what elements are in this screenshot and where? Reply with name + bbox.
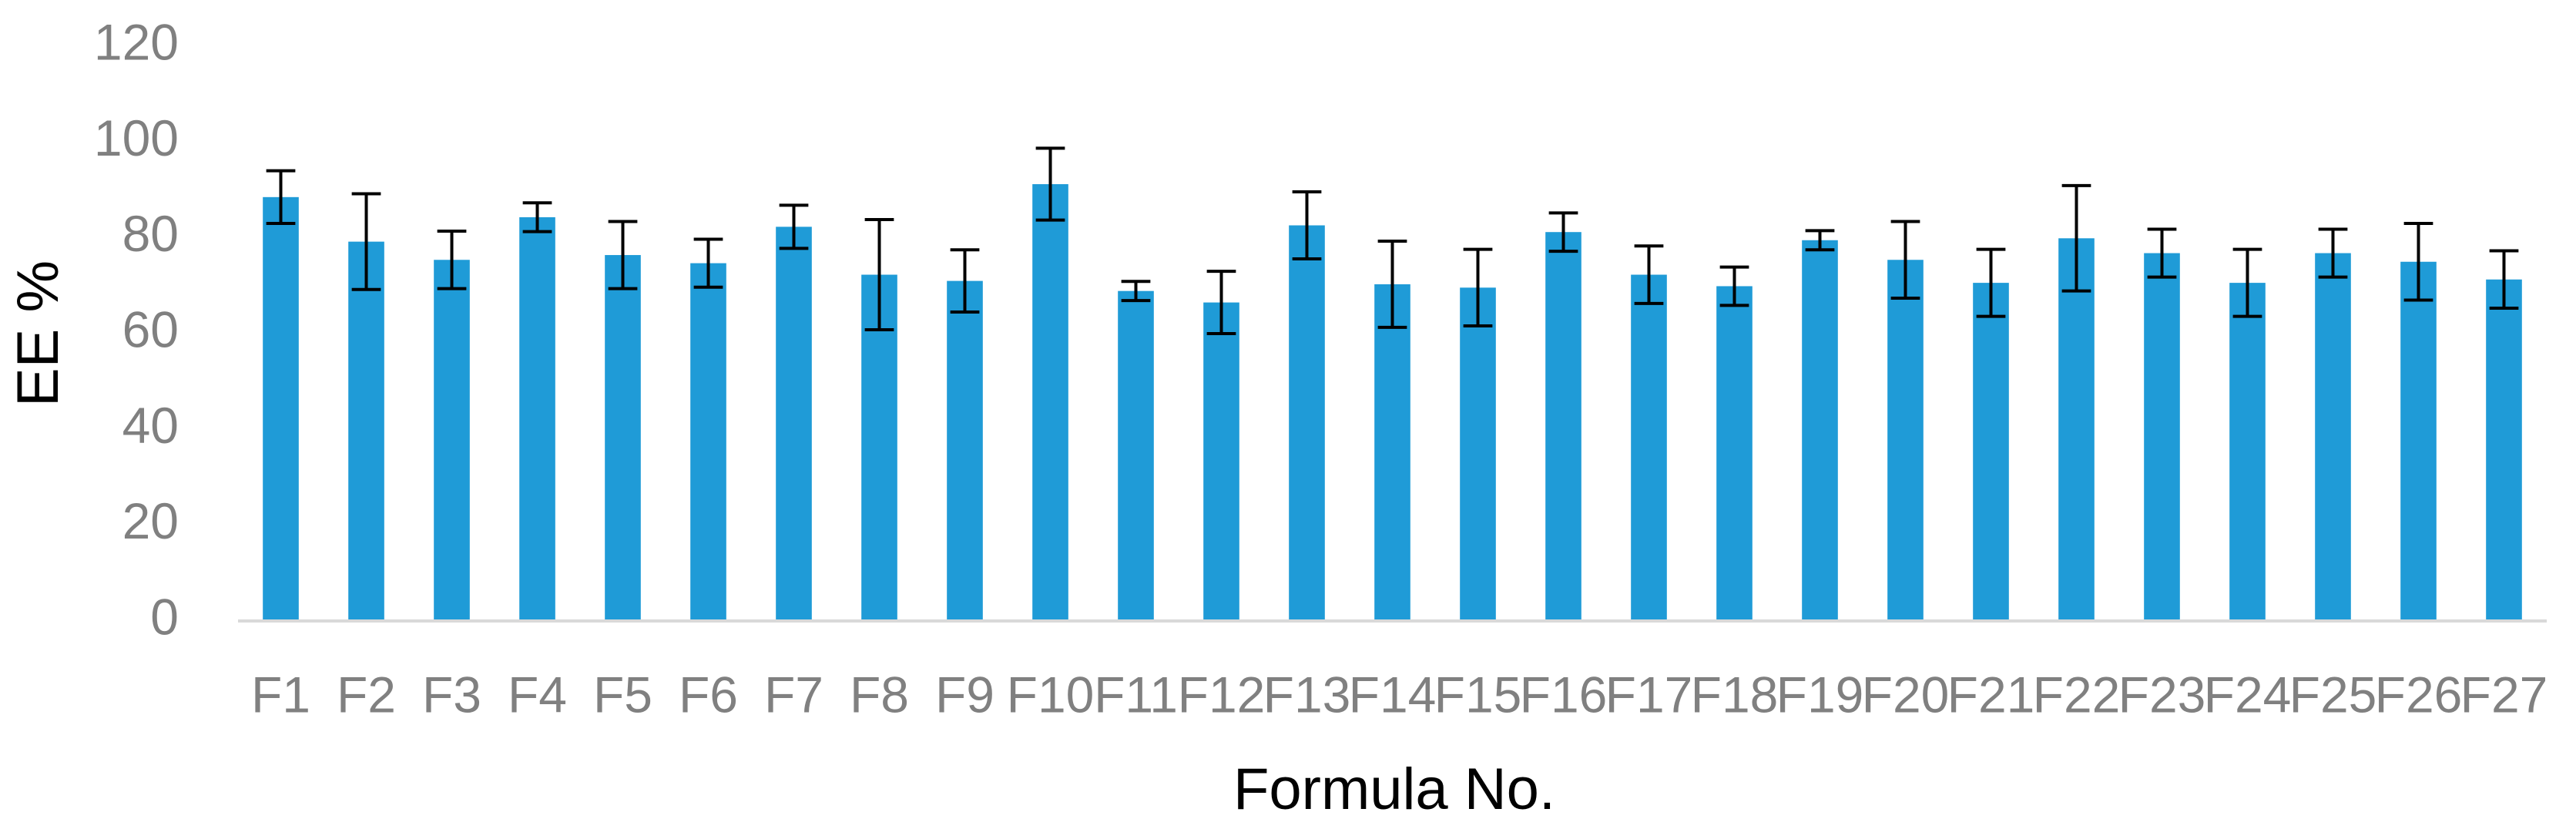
x-tick-label: F9 — [935, 666, 995, 723]
error-bar — [1548, 211, 1578, 253]
error-bar — [2489, 249, 2519, 310]
bar — [947, 280, 983, 621]
error-bar — [1634, 244, 1664, 305]
x-tick-label: F26 — [2375, 666, 2463, 723]
x-tick-label: F3 — [422, 666, 481, 723]
x-tick-label: F15 — [1434, 666, 1522, 723]
bar — [1631, 274, 1667, 621]
y-tick-label: 100 — [94, 109, 179, 166]
bar — [348, 241, 384, 621]
y-tick-label: 40 — [122, 397, 179, 454]
x-tick-label: F5 — [593, 666, 652, 723]
bar — [776, 227, 812, 621]
x-tick-label: F7 — [764, 666, 823, 723]
bar — [2144, 253, 2180, 621]
bar — [2229, 283, 2266, 621]
error-bar — [1890, 220, 1920, 300]
y-tick-label: 20 — [122, 492, 179, 549]
x-tick-label: F12 — [1178, 666, 1266, 723]
error-bar — [1377, 240, 1407, 329]
x-tick-label: F18 — [1691, 666, 1779, 723]
error-bar — [2147, 227, 2177, 279]
bar — [1203, 302, 1239, 621]
x-tick-label: F24 — [2204, 666, 2292, 723]
y-tick-label: 80 — [122, 205, 179, 262]
x-axis-title: Formula No. — [1233, 757, 1555, 822]
error-bar — [779, 203, 809, 250]
bar — [690, 263, 726, 621]
bar — [1118, 290, 1154, 621]
error-bar — [1121, 280, 1151, 303]
bar — [434, 260, 470, 621]
x-tick-label: F4 — [508, 666, 567, 723]
error-bar — [522, 201, 552, 233]
x-tick-label: F16 — [1520, 666, 1608, 723]
x-tick-label: F8 — [850, 666, 909, 723]
error-bar — [1035, 146, 1065, 222]
error-bar — [1805, 229, 1835, 252]
x-tick-label: F13 — [1263, 666, 1351, 723]
x-tick-label: F10 — [1007, 666, 1095, 723]
error-bar — [1719, 265, 1749, 307]
bar — [1545, 232, 1581, 621]
bar — [1973, 283, 2009, 621]
x-tick-label: F23 — [2118, 666, 2206, 723]
error-bar — [266, 169, 296, 226]
y-tick-label: 0 — [150, 588, 179, 645]
x-tick-label: F6 — [679, 666, 738, 723]
error-bar — [864, 218, 894, 332]
bar — [1887, 260, 1924, 621]
x-tick-label: F21 — [1947, 666, 2035, 723]
error-bar — [693, 237, 723, 289]
x-tick-label: F1 — [251, 666, 310, 723]
bar — [1460, 287, 1496, 621]
error-bar — [437, 229, 467, 290]
y-tick-label: 60 — [122, 300, 179, 357]
error-bar — [608, 220, 638, 290]
x-tick-label: F11 — [1094, 666, 1178, 723]
bar — [2315, 253, 2351, 621]
x-tick-label: F19 — [1776, 666, 1864, 723]
y-axis-title: EE % — [5, 260, 71, 407]
x-tick-label: F22 — [2033, 666, 2121, 723]
bar — [2486, 279, 2522, 621]
x-tick-label: F27 — [2460, 666, 2548, 723]
error-bar — [2403, 222, 2433, 302]
bar — [1716, 286, 1753, 621]
error-bar — [351, 192, 381, 291]
bar — [861, 274, 897, 621]
x-tick-label: F14 — [1349, 666, 1437, 723]
error-bar — [1463, 247, 1493, 328]
error-bar — [1976, 247, 2006, 318]
bar — [519, 216, 555, 621]
bar — [605, 255, 641, 621]
x-tick-label: F2 — [337, 666, 396, 723]
bar — [1289, 225, 1325, 622]
error-bar — [1206, 270, 1236, 335]
bar — [263, 196, 299, 621]
error-bar — [2061, 183, 2091, 293]
bar — [1802, 240, 1838, 621]
bar — [1032, 184, 1068, 622]
bar — [2058, 238, 2095, 621]
bar — [1374, 284, 1410, 621]
error-bar — [2318, 227, 2348, 279]
error-bar — [950, 248, 980, 314]
error-bar — [2232, 247, 2262, 318]
x-tick-label: F25 — [2289, 666, 2377, 723]
x-tick-label: F20 — [1862, 666, 1950, 723]
x-tick-label: F17 — [1605, 666, 1693, 723]
error-bar — [1292, 190, 1322, 261]
y-tick-label: 120 — [94, 13, 179, 70]
bar — [2400, 261, 2437, 621]
